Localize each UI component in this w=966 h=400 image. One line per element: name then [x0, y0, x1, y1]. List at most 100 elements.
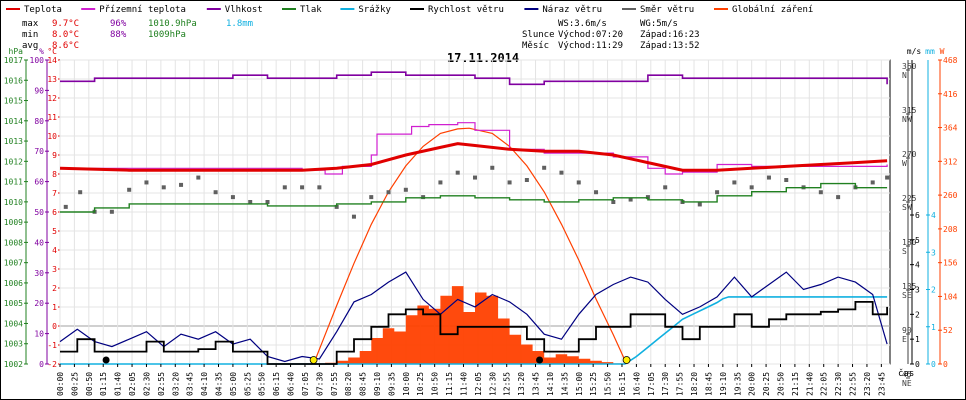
- wind-sun-block: WS:3.6m/s WG:5m/s Slunce Východ:07:20 Zá…: [522, 19, 700, 51]
- wind-dir-point-13: [282, 185, 287, 190]
- x-label-56: 23:20: [863, 372, 872, 396]
- x-label-12: 05:00: [229, 372, 238, 396]
- x-label-11: 04:35: [215, 372, 224, 396]
- celsius-axis-label-2: 12: [47, 94, 57, 103]
- wind-dir-point-42: [784, 178, 789, 182]
- wind-dir-point-23: [455, 170, 460, 175]
- ms-axis-label-4: 2: [915, 310, 920, 319]
- wind-dir-point-17: [351, 214, 356, 219]
- series-radiation: [313, 286, 627, 364]
- series-pressure: [60, 182, 888, 213]
- percent-axis-unit: %: [39, 47, 44, 56]
- chart-title: 17.11.2014: [447, 51, 519, 65]
- wind-ws: WS:3.6m/s: [558, 19, 607, 29]
- direction-axis-label-8: 180: [902, 238, 917, 247]
- celsius-axis-label-12: 2: [52, 284, 57, 293]
- watt-axis-label-0: 468: [943, 56, 958, 65]
- wind-dir-point-44: [818, 190, 823, 195]
- x-label-28: 11:40: [459, 372, 468, 396]
- wind-dir-point-0: [63, 204, 68, 209]
- x-label-29: 12:05: [474, 372, 483, 396]
- x-label-8: 03:20: [171, 372, 180, 396]
- x-label-23: 09:35: [387, 372, 396, 396]
- x-axis: 00:00 00:25 00:50 01:15 01:40 02:05 02:30 02:55…: [56, 364, 914, 396]
- stat-avg-temp: 8.6°C: [52, 41, 79, 51]
- left-axes: 1017101610151014101310121011101010091008…: [4, 47, 62, 369]
- x-label-45: 18:45: [704, 372, 713, 396]
- x-label-54: 22:30: [834, 372, 843, 396]
- x-label-20: 08:20: [344, 372, 353, 396]
- watt-axis-unit: W: [940, 47, 945, 56]
- stat-min-label: min: [22, 30, 38, 40]
- x-label-38: 15:50: [604, 372, 613, 396]
- moon-marker-0: [102, 356, 110, 364]
- direction-axis-label-10: 135: [902, 282, 917, 291]
- x-label-32: 13:20: [517, 372, 526, 396]
- ms-axis-label-6: 0: [915, 360, 920, 369]
- celsius-axis-label-9: 5: [52, 227, 57, 236]
- x-label-9: 03:45: [186, 372, 195, 396]
- moon-label: Měsíc: [522, 41, 549, 51]
- x-label-1: 00:25: [70, 372, 79, 396]
- stats-block: max 9.7°C 96% 1010.9hPa 1.8mm min 8.0°C …: [22, 19, 253, 51]
- legend-label-7: Směr větru: [640, 5, 694, 15]
- x-label-21: 08:45: [359, 372, 368, 396]
- celsius-axis-label-13: 1: [52, 303, 57, 312]
- wind-dir-point-29: [559, 170, 564, 175]
- percent-axis-label-10: 0: [39, 360, 44, 369]
- hpa-axis-label-14: 1003: [4, 340, 23, 349]
- wind-dir-point-27: [524, 178, 529, 182]
- x-label-44: 18:20: [690, 372, 699, 396]
- wind-dir-point-7: [179, 182, 184, 187]
- percent-axis-label-3: 70: [34, 147, 44, 156]
- hpa-axis-label-11: 1006: [4, 279, 23, 288]
- x-label-48: 20:00: [748, 372, 757, 396]
- wind-dir-point-25: [490, 165, 495, 170]
- legend-label-3: Tlak: [300, 5, 322, 15]
- percent-axis-label-9: 10: [34, 330, 44, 339]
- percent-axis-label-2: 80: [34, 117, 44, 126]
- wind-dir-point-5: [144, 180, 149, 185]
- x-label-27: 11:15: [445, 372, 454, 396]
- wind-dir-point-24: [473, 175, 477, 180]
- wind-dir-point-33: [628, 197, 633, 202]
- celsius-axis-label-3: 11: [47, 113, 57, 122]
- x-label-3: 01:15: [99, 372, 108, 396]
- mm-axis-label-1: 3: [931, 248, 936, 257]
- x-label-34: 14:10: [546, 372, 555, 396]
- direction-axis-label-13: E: [902, 335, 907, 344]
- x-label-37: 15:25: [589, 372, 598, 396]
- legend-label-5: Rychlost větru: [428, 5, 504, 15]
- wind-dir-point-20: [403, 187, 408, 192]
- wind-dir-point-8: [196, 175, 201, 180]
- watt-axis-label-6: 156: [943, 259, 958, 268]
- right-axes: 360N315NW270W225SW180S135SE90E45NE654321…: [902, 47, 958, 388]
- x-label-25: 10:25: [416, 372, 425, 396]
- wind-dir-point-9: [213, 190, 218, 195]
- x-label-0: 00:00: [56, 372, 65, 396]
- celsius-axis-label-10: 4: [52, 246, 57, 255]
- sun-set: Západ:16:23: [640, 30, 700, 40]
- percent-axis-label-7: 30: [34, 269, 44, 278]
- wind-dir-point-35: [663, 185, 668, 190]
- sun-marker-1: [622, 356, 631, 364]
- percent-axis-label-8: 20: [34, 299, 44, 308]
- wind-dir-point-12: [265, 200, 270, 204]
- sun-marker-0: [309, 356, 318, 364]
- stat-max-humidity: 96%: [110, 19, 127, 29]
- hpa-axis-label-3: 1014: [4, 117, 23, 126]
- hpa-axis-label-0: 1017: [4, 56, 23, 65]
- x-label-10: 04:10: [200, 372, 209, 396]
- x-label-30: 12:30: [488, 372, 497, 396]
- stat-min-humidity: 88%: [110, 30, 127, 40]
- watt-axis-label-7: 104: [943, 292, 958, 301]
- wind-dir-point-16: [334, 204, 339, 209]
- x-label-15: 06:15: [272, 372, 281, 396]
- wind-dir-point-41: [766, 175, 771, 180]
- wind-dir-point-3: [109, 209, 114, 214]
- legend-label-1: Přízemní teplota: [99, 5, 186, 15]
- sun-rise: Východ:07:20: [558, 30, 623, 40]
- direction-axis-label-4: 270: [902, 150, 917, 159]
- legend-label-6: Náraz větru: [542, 5, 602, 15]
